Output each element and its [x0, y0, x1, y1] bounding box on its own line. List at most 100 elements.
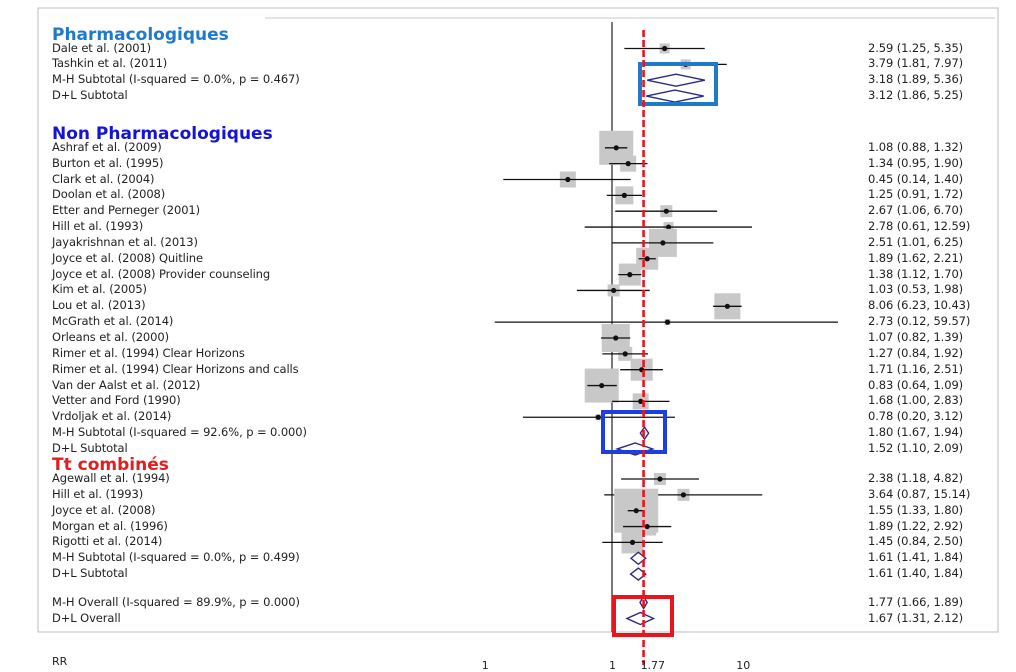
study-label: M-H Subtotal (I-squared = 0.0%, p = 0.46…: [52, 72, 300, 87]
study-ci: 1.38 (1.12, 1.70): [868, 266, 964, 281]
study-label: Tashkin et al. (2011): [52, 56, 168, 71]
study-ci: 1.03 (0.53, 1.98): [868, 282, 964, 297]
point-estimate: [621, 192, 627, 198]
study-ci: 1.80 (1.67, 1.94): [868, 425, 964, 440]
study-label: Hill et al. (1993): [52, 486, 144, 501]
study-ci: 3.64 (0.87, 15.14): [868, 486, 971, 501]
study-ci: 3.18 (1.89, 5.36): [868, 72, 964, 87]
summary-diamond: [629, 567, 647, 581]
section-heading: Non Pharmacologiques: [52, 123, 273, 144]
x-tick-label: 10: [736, 659, 751, 672]
point-estimate: [599, 382, 605, 389]
point-estimate: [611, 287, 617, 294]
study-ci: 1.27 (0.84, 1.92): [868, 345, 964, 360]
study-ci: 1.52 (1.10, 2.09): [868, 440, 964, 455]
study-label: Hill et al. (1993): [52, 219, 144, 234]
point-estimate: [613, 335, 619, 341]
point-estimate: [629, 539, 636, 546]
plot-frame: [37, 7, 999, 633]
study-label: M-H Subtotal (I-squared = 0.0%, p = 0.49…: [52, 550, 300, 565]
overall-ci: 1.77 (1.66, 1.89): [868, 594, 964, 609]
summary-diamond: [639, 425, 650, 441]
point-estimate: [633, 508, 639, 514]
study-label: Joyce et al. (2008) Quitline: [52, 250, 203, 265]
study-label: Van der Aalst et al. (2012): [52, 377, 201, 392]
study-ci: 1.71 (1.16, 2.51): [868, 361, 964, 376]
study-label: Etter and Perneger (2001): [52, 203, 201, 218]
x-axis-label: RR: [52, 655, 68, 668]
point-estimate: [663, 208, 669, 214]
point-estimate: [595, 414, 601, 420]
study-ci: 2.51 (1.01, 6.25): [868, 234, 964, 249]
study-label: D+L Subtotal: [52, 440, 128, 455]
overall-diamond: [625, 611, 656, 626]
point-estimate: [622, 351, 628, 357]
study-ci: 0.45 (0.14, 1.40): [868, 171, 964, 186]
study-label: Rimer et al. (1994) Clear Horizons and c…: [52, 361, 299, 376]
study-ci: 3.79 (1.81, 7.97): [868, 56, 964, 71]
study-ci: 1.89 (1.22, 2.92): [868, 518, 964, 533]
summary-diamond: [647, 73, 705, 87]
summary-diamond: [646, 89, 704, 103]
study-label: Clark et al. (2004): [52, 171, 155, 186]
study-ci: 2.78 (0.61, 12.59): [868, 219, 971, 234]
point-estimate: [660, 240, 666, 246]
study-ci: 1.55 (1.33, 1.80): [868, 502, 964, 517]
study-label: Agewall et al. (1994): [52, 471, 170, 485]
study-ci: 2.38 (1.18, 4.82): [868, 471, 964, 485]
x-tick-label: 1.77: [640, 659, 666, 672]
section-heading: Pharmacologiques: [52, 24, 229, 45]
study-ci: 3.12 (1.86, 5.25): [868, 88, 964, 103]
study-label: Dale et al. (2001): [52, 40, 152, 55]
study-label: Vrdoljak et al. (2014): [52, 409, 172, 424]
study-label: Ashraf et al. (2009): [52, 139, 162, 154]
pharma-highlight-box: [638, 62, 718, 106]
point-estimate: [644, 523, 650, 530]
study-ci: 1.45 (0.84, 2.50): [868, 534, 964, 549]
study-label: Kim et al. (2005): [52, 282, 147, 297]
x-tick-label: 1: [609, 659, 616, 672]
x-tick-label: 1: [481, 659, 489, 672]
study-label: Doolan et al. (2008): [52, 187, 166, 202]
study-label: McGrath et al. (2014): [52, 314, 174, 329]
study-label: D+L Subtotal: [52, 88, 128, 103]
summary-diamond: [629, 551, 647, 566]
nonpharma-highlight-box: [601, 410, 667, 454]
study-ci: 1.89 (1.62, 2.21): [868, 250, 964, 265]
study-label: Lou et al. (2013): [52, 298, 146, 313]
study-label: Orleans et al. (2000): [52, 330, 169, 344]
section-heading: Tt combinés: [52, 455, 169, 475]
study-ci: 1.68 (1.00, 2.83): [868, 393, 964, 408]
point-estimate: [625, 161, 631, 167]
overall-ci: 1.67 (1.31, 2.12): [868, 610, 964, 625]
study-ci: 1.07 (0.82, 1.39): [868, 330, 964, 344]
overall-label: M-H Overall (I-squared = 89.9%, p = 0.00…: [52, 594, 300, 609]
point-estimate: [613, 145, 619, 151]
study-label: D+L Subtotal: [52, 566, 128, 581]
point-estimate: [724, 303, 730, 309]
point-estimate: [680, 492, 687, 498]
point-estimate: [638, 398, 644, 404]
point-estimate: [664, 319, 671, 325]
study-ci: 1.61 (1.41, 1.84): [868, 550, 964, 565]
point-estimate: [662, 45, 668, 52]
study-label: Rigotti et al. (2014): [52, 534, 163, 549]
study-ci: 2.67 (1.06, 6.70): [868, 203, 964, 218]
study-ci: 1.61 (1.40, 1.84): [868, 566, 964, 581]
study-ci: 0.78 (0.20, 3.12): [868, 409, 964, 424]
study-label: Joyce et al. (2008): [52, 502, 156, 517]
study-label: Joyce et al. (2008) Provider counseling: [52, 266, 271, 281]
overall-label: D+L Overall: [52, 610, 121, 625]
study-label: Vetter and Ford (1990): [52, 393, 181, 408]
study-ci: 1.34 (0.95, 1.90): [868, 155, 964, 170]
study-label: Morgan et al. (1996): [52, 518, 168, 533]
point-estimate: [565, 176, 571, 183]
study-label: Jayakrishnan et al. (2013): [52, 234, 198, 249]
point-estimate: [627, 272, 633, 278]
study-ci: 1.08 (0.88, 1.32): [868, 139, 964, 154]
point-estimate: [644, 256, 650, 262]
study-label: Burton et al. (1995): [52, 155, 164, 170]
study-ci: 2.73 (0.12, 59.57): [868, 314, 971, 329]
